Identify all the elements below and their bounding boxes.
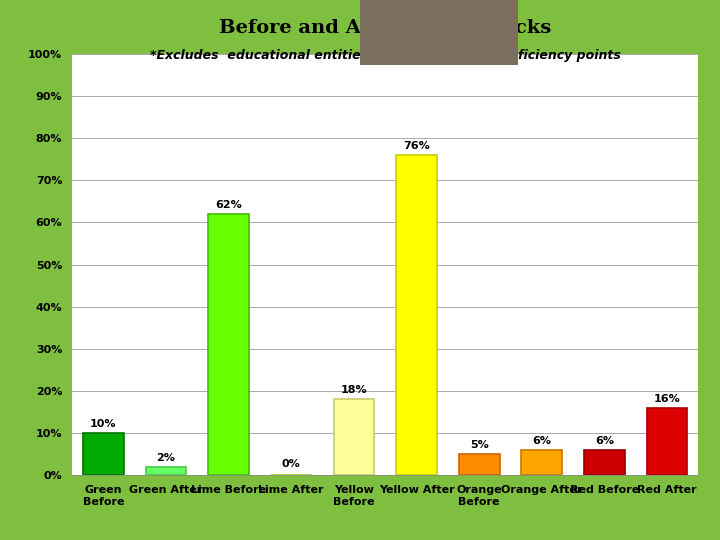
Bar — [584, 450, 625, 475]
Bar — [459, 454, 500, 475]
Text: 0%: 0% — [282, 459, 301, 469]
Text: 62%: 62% — [215, 200, 242, 210]
Bar — [145, 467, 186, 475]
Bar — [208, 214, 249, 475]
Text: 5%: 5% — [469, 440, 489, 450]
Text: 16%: 16% — [654, 394, 680, 403]
Bar — [521, 450, 562, 475]
Text: 10%: 10% — [90, 419, 117, 429]
Text: 6%: 6% — [532, 436, 552, 446]
Text: 2%: 2% — [156, 453, 176, 463]
Bar — [83, 433, 124, 475]
Bar — [333, 400, 374, 475]
Text: 6%: 6% — [595, 436, 614, 446]
Text: *Excludes  educational entities that do not have proficiency points: *Excludes educational entities that do n… — [150, 50, 621, 63]
Text: 18%: 18% — [341, 385, 367, 395]
Bar — [396, 155, 437, 475]
Bar — [647, 408, 688, 475]
Text: 76%: 76% — [403, 141, 430, 151]
Text: Before and After Audit Checks: Before and After Audit Checks — [219, 19, 552, 37]
